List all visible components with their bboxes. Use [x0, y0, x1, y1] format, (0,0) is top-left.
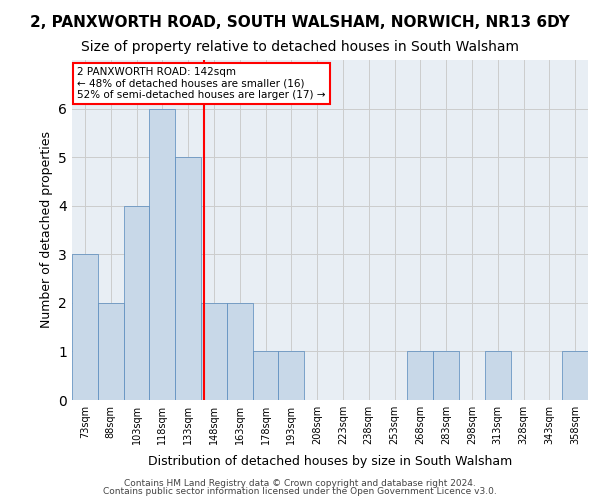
Text: Contains HM Land Registry data © Crown copyright and database right 2024.: Contains HM Land Registry data © Crown c…: [124, 478, 476, 488]
Bar: [407, 352, 433, 400]
Bar: [227, 303, 253, 400]
Text: 2 PANXWORTH ROAD: 142sqm
← 48% of detached houses are smaller (16)
52% of semi-d: 2 PANXWORTH ROAD: 142sqm ← 48% of detach…: [77, 67, 326, 100]
Text: Contains public sector information licensed under the Open Government Licence v3: Contains public sector information licen…: [103, 487, 497, 496]
Bar: [124, 206, 149, 400]
Bar: [278, 352, 304, 400]
Y-axis label: Number of detached properties: Number of detached properties: [40, 132, 53, 328]
Bar: [562, 352, 588, 400]
Bar: [149, 108, 175, 400]
Bar: [253, 352, 278, 400]
X-axis label: Distribution of detached houses by size in South Walsham: Distribution of detached houses by size …: [148, 456, 512, 468]
Bar: [98, 303, 124, 400]
Text: Size of property relative to detached houses in South Walsham: Size of property relative to detached ho…: [81, 40, 519, 54]
Text: 2, PANXWORTH ROAD, SOUTH WALSHAM, NORWICH, NR13 6DY: 2, PANXWORTH ROAD, SOUTH WALSHAM, NORWIC…: [30, 15, 570, 30]
Bar: [201, 303, 227, 400]
Bar: [433, 352, 459, 400]
Bar: [72, 254, 98, 400]
Bar: [485, 352, 511, 400]
Bar: [175, 157, 201, 400]
